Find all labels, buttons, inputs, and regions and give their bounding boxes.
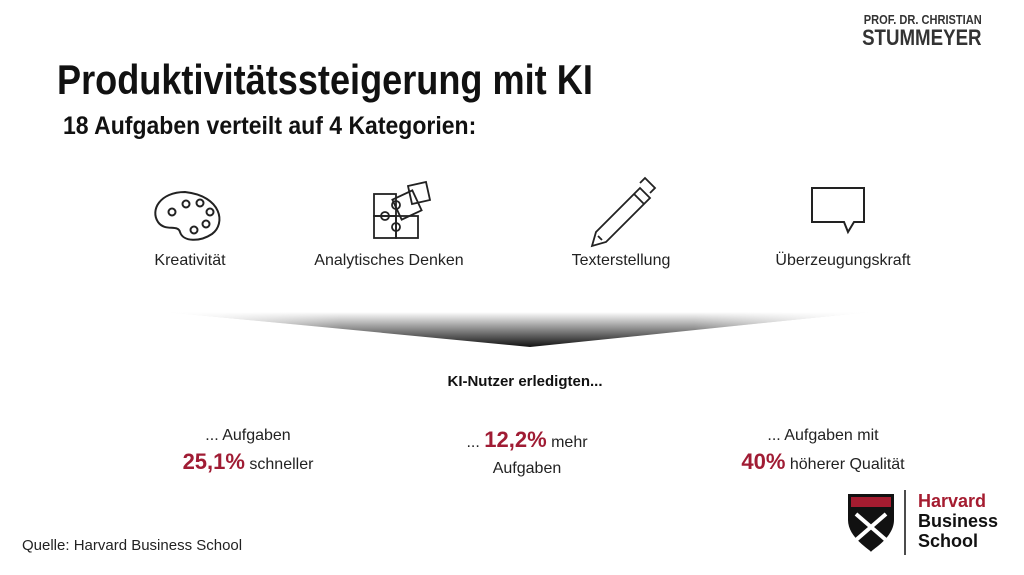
category-label: Kreativität bbox=[154, 252, 226, 269]
result-line: ... 12,2% mehr bbox=[397, 427, 657, 456]
result-text: ... Aufgaben mit bbox=[767, 427, 879, 444]
result-text: höherer Qualität bbox=[789, 456, 905, 473]
funnel bbox=[165, 312, 870, 347]
category-label: Überzeugungskraft bbox=[775, 252, 911, 269]
speech-icon bbox=[811, 187, 865, 235]
subtitle: 18 Aufgaben verteilt auf 4 Kategorien: bbox=[63, 112, 477, 140]
brand-name: STUMMEYER bbox=[862, 25, 982, 50]
result-highlight: 25,1% bbox=[182, 449, 245, 474]
source: Quelle: Harvard Business School bbox=[22, 537, 243, 554]
puzzle-icon bbox=[373, 180, 432, 239]
hbs-shield bbox=[848, 490, 906, 555]
result-text: Aufgaben bbox=[492, 460, 562, 477]
result-line: 40% höherer Qualität bbox=[708, 449, 938, 478]
category-label: Texterstellung bbox=[571, 252, 671, 269]
result: ... 12,2% mehr Aufgaben bbox=[397, 427, 657, 482]
result-highlight: 12,2% bbox=[484, 427, 547, 452]
brand-line: PROF. DR. CHRISTIAN bbox=[864, 12, 982, 27]
pencil-icon bbox=[590, 176, 657, 248]
result: ... Aufgaben 25,1% schneller bbox=[118, 423, 378, 478]
result-text: ... bbox=[466, 434, 480, 451]
result-line: 25,1% schneller bbox=[118, 449, 378, 478]
logo-text: Harvard bbox=[918, 491, 987, 511]
logo-text: Business bbox=[918, 511, 999, 531]
palette-icon bbox=[154, 190, 221, 241]
result: ... Aufgaben mit 40% höherer Qualität bbox=[708, 423, 938, 478]
category-label: Analytisches Denken bbox=[314, 252, 464, 269]
results-heading: KI-Nutzer erledigten... bbox=[447, 373, 603, 390]
result-text: ... Aufgaben bbox=[205, 427, 291, 444]
logo-text: School bbox=[918, 531, 979, 551]
result-text: mehr bbox=[551, 434, 588, 451]
title: Produktivitätssteigerung mit KI bbox=[57, 56, 593, 103]
result-text: schneller bbox=[249, 456, 314, 473]
result-highlight: 40% bbox=[741, 449, 786, 474]
